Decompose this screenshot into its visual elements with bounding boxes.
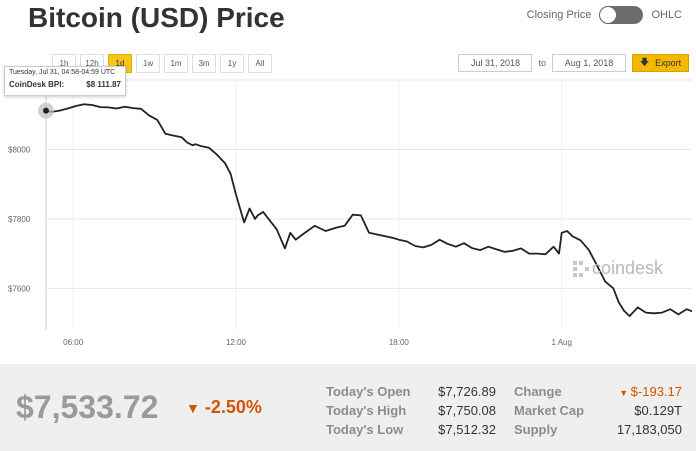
range-button-1w[interactable]: 1w bbox=[136, 54, 160, 73]
toggle-right-label: OHLC bbox=[651, 9, 682, 21]
stats-left-values: $7,726.89 $7,750.08 $7,512.32 bbox=[418, 382, 496, 439]
y-tick-label: $7600 bbox=[8, 284, 31, 293]
stat-label-supply: Supply bbox=[514, 422, 558, 437]
tooltip-value: $8 111.87 bbox=[86, 80, 121, 89]
range-button-all[interactable]: All bbox=[248, 54, 272, 73]
range-button-1m[interactable]: 1m bbox=[164, 54, 188, 73]
download-arrow-icon: 🡇 bbox=[639, 57, 650, 67]
x-tick-label: 1 Aug bbox=[551, 338, 571, 347]
stat-label-low: Today's Low bbox=[326, 422, 404, 437]
tooltip-time: Tuesday, Jul 31, 04:58-04:59 UTC bbox=[9, 69, 116, 76]
change-percent-value: -2.50% bbox=[204, 397, 262, 417]
down-arrow-icon: ▼ bbox=[619, 388, 631, 398]
chart-mode-toggle[interactable] bbox=[599, 6, 644, 24]
x-tick-label: 06:00 bbox=[63, 338, 84, 347]
stat-label-open: Today's Open bbox=[326, 384, 411, 399]
watermark-text: coindesk bbox=[592, 258, 664, 278]
current-price: $7,533.72 bbox=[16, 389, 159, 425]
stat-value-market-cap: $0.129T bbox=[634, 403, 682, 418]
date-from-input[interactable]: Jul 31, 2018 bbox=[458, 54, 533, 72]
price-line bbox=[45, 103, 693, 318]
stat-value-low: $7,512.32 bbox=[438, 422, 496, 437]
stats-right-labels: Change Market Cap Supply bbox=[514, 382, 604, 439]
price-summary-footer: $7,533.72 ▼ -2.50% Today's Open Today's … bbox=[0, 364, 696, 451]
x-tick-label: 18:00 bbox=[389, 338, 410, 347]
tooltip-label: CoinDesk BPI: bbox=[9, 80, 65, 89]
date-to-input[interactable]: Aug 1, 2018 bbox=[552, 54, 626, 72]
range-selector: 1h 12h 1d 1w 1m 3m 1y All bbox=[52, 54, 272, 73]
hover-marker-point[interactable] bbox=[43, 107, 49, 114]
stat-value-change: ▼ $-193.17 bbox=[596, 382, 682, 401]
stats-right-values: ▼ $-193.17 $0.129T 17,183,050 bbox=[596, 382, 682, 439]
stats-left-labels: Today's Open Today's High Today's Low bbox=[326, 382, 414, 439]
range-button-3m[interactable]: 3m bbox=[192, 54, 216, 73]
y-tick-label: $7800 bbox=[8, 215, 31, 224]
stat-label-market-cap: Market Cap bbox=[514, 403, 585, 418]
date-range: Jul 31, 2018 to Aug 1, 2018 🡇 Export bbox=[458, 54, 689, 72]
toggle-knob bbox=[600, 7, 617, 23]
change-value: $-193.17 bbox=[630, 384, 682, 399]
stat-label-change: Change bbox=[514, 384, 562, 399]
chart-tooltip: Tuesday, Jul 31, 04:58-04:59 UTC CoinDes… bbox=[4, 66, 126, 96]
page-title: Bitcoin (USD) Price bbox=[28, 2, 285, 33]
export-button[interactable]: 🡇 Export bbox=[632, 54, 689, 72]
date-to-label: to bbox=[538, 58, 546, 68]
stat-value-high: $7,750.08 bbox=[438, 403, 496, 418]
price-chart[interactable]: $7600 $7800 $8000 06:00 12:00 18:00 1 Aug bbox=[0, 60, 696, 360]
export-label: Export bbox=[655, 58, 682, 68]
down-arrow-icon: ▼ bbox=[186, 400, 200, 416]
stat-label-high: Today's High bbox=[326, 403, 407, 418]
coindesk-logo-icon bbox=[573, 260, 589, 277]
stat-value-supply: 17,183,050 bbox=[616, 422, 682, 437]
stat-value-open: $7,726.89 bbox=[438, 384, 496, 399]
chart-mode-toggle-group: Closing Price OHLC bbox=[527, 6, 682, 24]
x-tick-label: 12:00 bbox=[226, 338, 247, 347]
coindesk-watermark: coindesk bbox=[572, 258, 663, 279]
toggle-left-label: Closing Price bbox=[526, 9, 592, 21]
price-change-percent: ▼ -2.50% bbox=[186, 397, 262, 418]
y-tick-label: $8000 bbox=[8, 145, 31, 154]
range-button-1y[interactable]: 1y bbox=[220, 54, 244, 73]
